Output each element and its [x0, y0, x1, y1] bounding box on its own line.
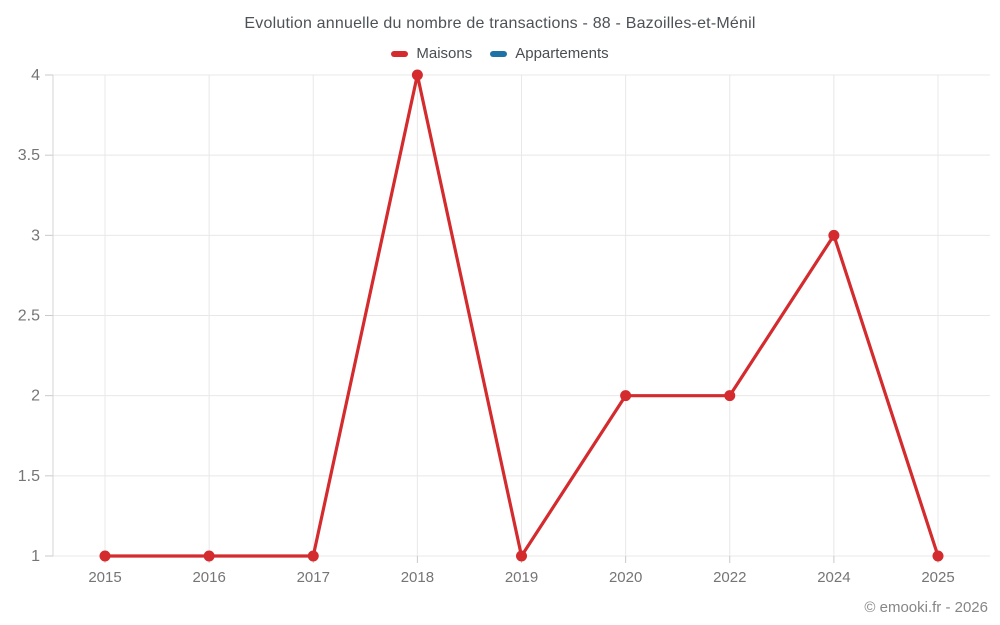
maisons-data-point[interactable]	[620, 390, 632, 402]
maisons-data-point[interactable]	[99, 550, 111, 562]
x-axis-label: 2025	[921, 569, 954, 586]
x-axis-label: 2017	[297, 569, 330, 586]
maisons-data-point[interactable]	[516, 550, 527, 562]
chart-legend: Maisons Appartements	[0, 45, 1000, 62]
x-axis-label: 2020	[609, 569, 642, 586]
y-axis-label: 2.5	[18, 308, 40, 325]
appartements-series-swatch-icon	[490, 50, 508, 57]
y-axis-label: 1	[31, 548, 40, 565]
legend-item-maisons[interactable]: Maisons	[391, 45, 472, 62]
maisons-data-point[interactable]	[307, 550, 319, 562]
y-axis-label: 4	[31, 67, 40, 84]
y-axis-label: 1.5	[18, 468, 40, 485]
x-axis-label: 2022	[713, 569, 746, 586]
maisons-data-point[interactable]	[828, 229, 840, 241]
x-axis-label: 2015	[88, 569, 121, 586]
maisons-data-point[interactable]	[411, 69, 423, 81]
maisons-data-point[interactable]	[932, 550, 944, 562]
watermark: © emooki.fr - 2026	[864, 599, 988, 616]
maisons-data-point[interactable]	[203, 550, 215, 562]
x-axis-label: 2024	[817, 569, 850, 586]
y-axis-label: 3.5	[18, 147, 40, 164]
maisons-series-swatch-icon	[391, 50, 409, 57]
x-axis-label: 2019	[505, 569, 538, 586]
y-axis-label: 2	[31, 388, 40, 405]
legend-label-appartements: Appartements	[515, 45, 609, 62]
legend-item-appartements[interactable]: Appartements	[490, 45, 609, 62]
chart-title: Evolution annuelle du nombre de transact…	[244, 15, 756, 32]
maisons-data-point[interactable]	[724, 390, 736, 402]
x-axis-label: 2018	[401, 569, 434, 586]
x-axis-label: 2016	[192, 569, 225, 586]
legend-label-maisons: Maisons	[416, 45, 473, 62]
y-axis-label: 3	[31, 227, 40, 244]
